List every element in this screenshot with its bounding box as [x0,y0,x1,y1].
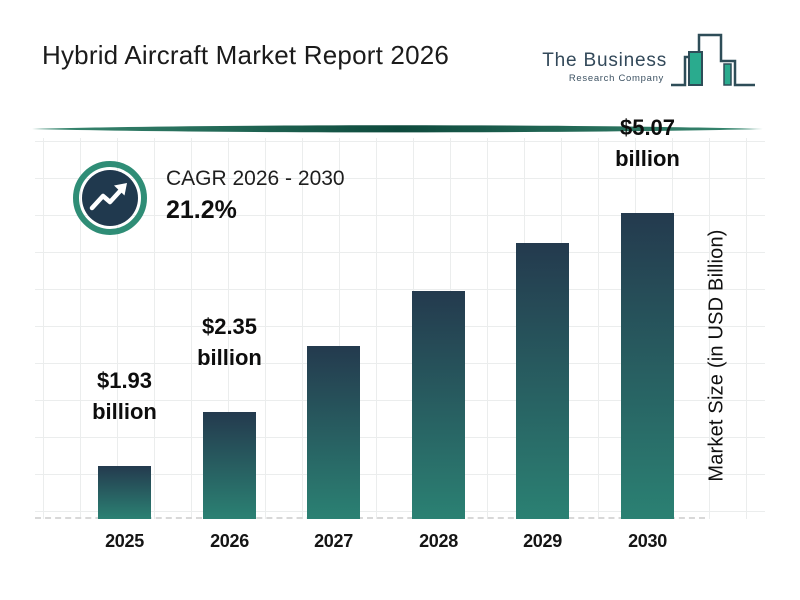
value-label-2026: $2.35 billion [197,314,262,370]
divider-line [32,125,763,133]
x-axis-baseline [35,517,705,519]
trend-up-icon [73,161,147,235]
company-logo: The Business Research Company [542,28,757,92]
x-axis-label-2027: 2027 [314,531,353,551]
logo-company-name: The Business [542,50,667,71]
page-title: Hybrid Aircraft Market Report 2026 [42,40,450,70]
cagr-badge [72,160,148,236]
bar-2025 [98,466,151,519]
x-axis-label-2029: 2029 [523,531,562,551]
logo-text: The Business Research Company [542,50,667,92]
x-axis-label-2026: 2026 [210,531,249,551]
x-axis-label-2025: 2025 [105,531,144,551]
bar-2029 [516,243,569,519]
x-axis-label-2028: 2028 [419,531,458,551]
logo-company-subtitle: Research Company [568,73,664,84]
bar-2026 [203,412,256,519]
value-label-2030: $5.07 billion [615,115,680,171]
bar-2030 [621,213,674,519]
y-axis-title: Market Size (in USD Billion) [705,229,728,482]
cagr-label: CAGR 2026 - 2030 [166,167,345,190]
bar-2027 [307,346,360,519]
x-axis-label-2030: 2030 [628,531,667,551]
cagr-value: 21.2% [166,196,237,224]
logo-skyline-bars-icon [671,33,755,87]
value-label-2025: $1.93 billion [92,368,157,424]
bar-2028 [412,291,465,519]
cagr-block: CAGR 2026 - 2030 21.2% [166,167,345,225]
